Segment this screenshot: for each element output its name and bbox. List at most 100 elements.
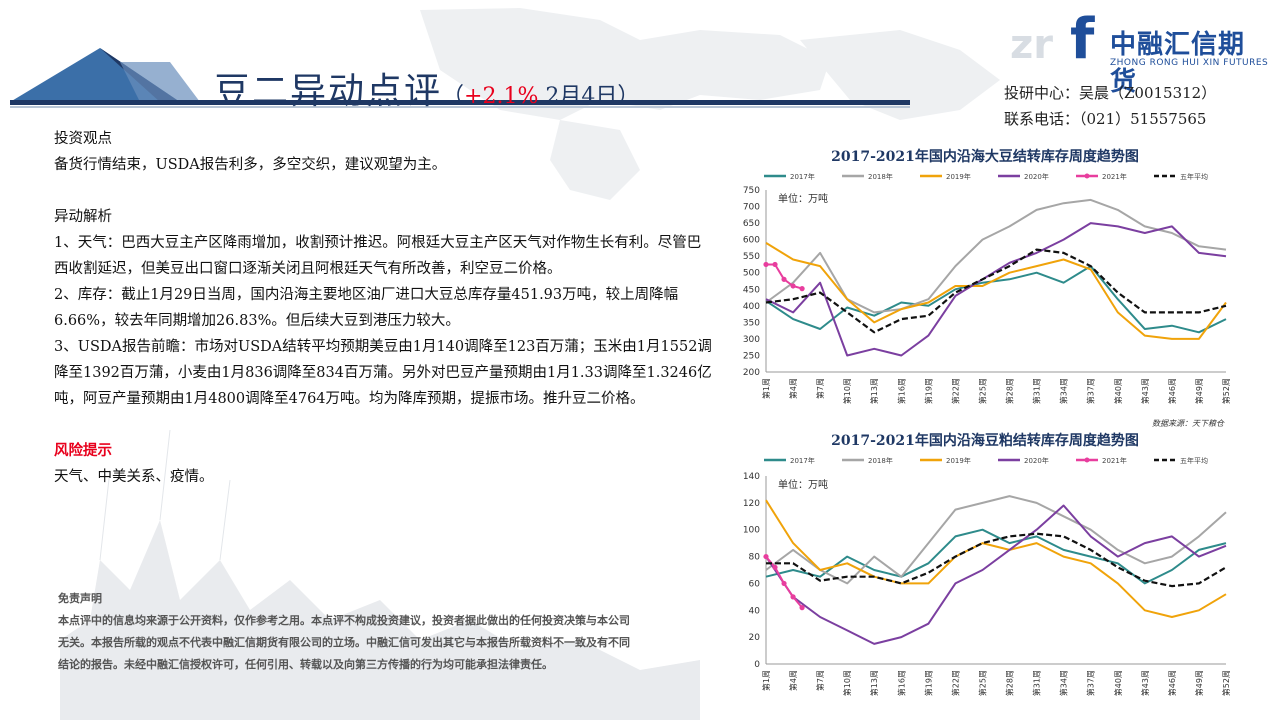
analysis-inventory: 2、库存：截止1月29日当周，国内沿海主要地区油厂进口大豆总库存量451.93万… (54, 287, 679, 329)
title-text: 豆二异动点评 (214, 71, 443, 112)
page-title: 豆二异动点评（+2.1% 2月4日） (214, 62, 639, 114)
company-logo: zr f 中融汇信期货 ZHONG RONG HUI XIN FUTURES (1010, 12, 1270, 98)
change-date: 2月4日） (538, 84, 640, 109)
y-tick-label: 550 (743, 252, 760, 262)
series-line-avg (766, 532, 1227, 588)
x-tick-label: 第4周 (788, 670, 798, 691)
x-tick-label: 第13周 (869, 670, 879, 696)
x-tick-label: 第43周 (1140, 670, 1150, 696)
series-line-2019 (765, 242, 1227, 340)
legend-label: 2017年 (790, 172, 815, 181)
y-tick-label: 80 (749, 553, 761, 563)
header-decoration (10, 48, 910, 108)
x-tick-label: 第46周 (1167, 670, 1177, 696)
legend-label: 五年平均 (1180, 172, 1208, 181)
logo-name-en: ZHONG RONG HUI XIN FUTURES (1110, 58, 1269, 68)
x-tick-label: 第49周 (1194, 378, 1204, 404)
contact-analyst: 投研中心：吴晨（Z0015312） (1004, 84, 1217, 102)
data-point (790, 283, 796, 289)
x-tick-label: 第22周 (950, 670, 960, 696)
x-tick-label: 第46周 (1167, 378, 1177, 404)
x-tick-label: 第10周 (842, 378, 852, 404)
contact-phone: 联系电话：（021）51557565 (1004, 110, 1207, 128)
x-tick-label: 第4周 (788, 378, 798, 399)
data-point (772, 564, 778, 570)
x-tick-label: 第52周 (1221, 670, 1231, 696)
y-tick-label: 600 (743, 236, 760, 246)
commentary: 投资观点 备货行情结束，USDA报告利多，多空交织，建议观望为主。 异动解析 1… (54, 126, 714, 490)
series-line-2021 (766, 263, 803, 290)
y-tick-label: 300 (743, 335, 760, 345)
y-tick-label: 650 (743, 219, 760, 229)
x-tick-label: 第19周 (923, 670, 933, 696)
x-tick-label: 第34周 (1059, 670, 1069, 696)
x-tick-label: 第28周 (1005, 378, 1015, 404)
unit-label: 单位：万吨 (778, 192, 828, 205)
y-tick-label: 120 (743, 499, 760, 509)
legend-label: 2018年 (868, 456, 893, 465)
series-line-2019 (765, 499, 1227, 618)
x-tick-label: 第16周 (896, 670, 906, 696)
y-tick-label: 20 (749, 633, 761, 643)
x-tick-label: 第22周 (950, 378, 960, 404)
view-heading: 投资观点 (54, 131, 112, 147)
x-tick-label: 第25周 (977, 670, 987, 696)
series-line-2020 (765, 504, 1227, 645)
legend-label: 2017年 (790, 456, 815, 465)
x-tick-label: 第37周 (1086, 670, 1096, 696)
change-percent: +2.1% (464, 84, 539, 109)
x-tick-label: 第1周 (761, 670, 771, 691)
analysis-weather: 1、天气：巴西大豆主产区降雨增加，收割预计推迟。阿根廷大豆主产区天气对作物生长有… (54, 235, 702, 277)
data-point (790, 594, 796, 600)
x-tick-label: 第7周 (815, 378, 825, 399)
disclaimer-text: 本点评中的信息均来源于公开资料，仅作参考之用。本点评不构成投资建议，投资者据此做… (58, 614, 630, 671)
data-point (799, 286, 805, 292)
legend-label: 五年平均 (1180, 456, 1208, 465)
chart-svg: 2017年 2018年 2019年 2020年 2021年 五年平均 0 20 40 60 80 10… (743, 456, 1231, 696)
x-tick-label: 第49周 (1194, 670, 1204, 696)
view-text: 备货行情结束，USDA报告利多，多空交织，建议观望为主。 (54, 157, 447, 173)
data-point (781, 276, 787, 282)
analysis-usda: 3、USDA报告前瞻：市场对USDA结转平均预期美豆由1月140调降至123百万… (54, 339, 712, 407)
y-tick-label: 60 (749, 579, 761, 589)
y-tick-label: 200 (743, 368, 760, 378)
chart-title: 2017-2021年国内沿海豆粕结转库存周度趋势图 (831, 433, 1139, 449)
risk-text: 天气、中美关系、疫情。 (54, 469, 214, 485)
y-tick-label: 350 (743, 318, 760, 328)
change-info: （+2.1% 2月4日） (442, 84, 640, 109)
x-tick-label: 第19周 (923, 378, 933, 404)
source-label: 数据来源：天下粮仓 (1152, 419, 1225, 428)
data-point (781, 580, 787, 587)
x-tick-label: 第10周 (842, 670, 852, 696)
series-line-2018 (765, 495, 1227, 585)
legend-label: 2021年 (1102, 456, 1127, 465)
logo-name-cn: 中融汇信期货 (1110, 30, 1246, 97)
legend-marker (1084, 173, 1090, 179)
logo-watermark: zr (1010, 22, 1054, 68)
chart-svg: 2017年 2018年 2019年 2020年 2021年 五年平均 200 250 300 35… (743, 172, 1231, 428)
x-tick-label: 第1周 (761, 378, 771, 399)
y-tick-label: 500 (743, 269, 760, 279)
x-tick-label: 第43周 (1140, 378, 1150, 404)
y-tick-label: 700 (743, 203, 760, 213)
legend-label: 2020年 (1024, 456, 1049, 465)
legend-label: 2020年 (1024, 172, 1049, 181)
soybean-inventory-chart: 2017-2021年国内沿海大豆结转库存周度趋势图 2017年 2018年 2019… (730, 140, 1240, 428)
x-tick-label: 第34周 (1059, 378, 1069, 404)
x-tick-label: 第40周 (1113, 670, 1123, 696)
series-line-2018 (765, 198, 1227, 314)
x-tick-label: 第31周 (1032, 670, 1042, 696)
series-line-avg (765, 248, 1227, 334)
y-tick-label: 750 (743, 186, 760, 196)
legend-label: 2019年 (946, 172, 971, 181)
contact-info: 投研中心：吴晨（Z0015312） 联系电话：（021）51557565 (1004, 80, 1216, 132)
data-point (772, 261, 778, 268)
disclaimer: 免责声明 本点评中的信息均来源于公开资料，仅作参考之用。本点评不构成投资建议，投… (58, 588, 638, 676)
legend-marker (1084, 457, 1090, 463)
y-tick-label: 140 (743, 472, 760, 482)
x-tick-label: 第28周 (1005, 670, 1015, 696)
risk-heading: 风险提示 (54, 442, 112, 459)
x-tick-label: 第37周 (1086, 378, 1096, 404)
x-tick-label: 第16周 (896, 378, 906, 404)
